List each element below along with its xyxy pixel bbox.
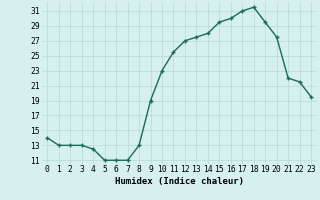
X-axis label: Humidex (Indice chaleur): Humidex (Indice chaleur) [115,177,244,186]
